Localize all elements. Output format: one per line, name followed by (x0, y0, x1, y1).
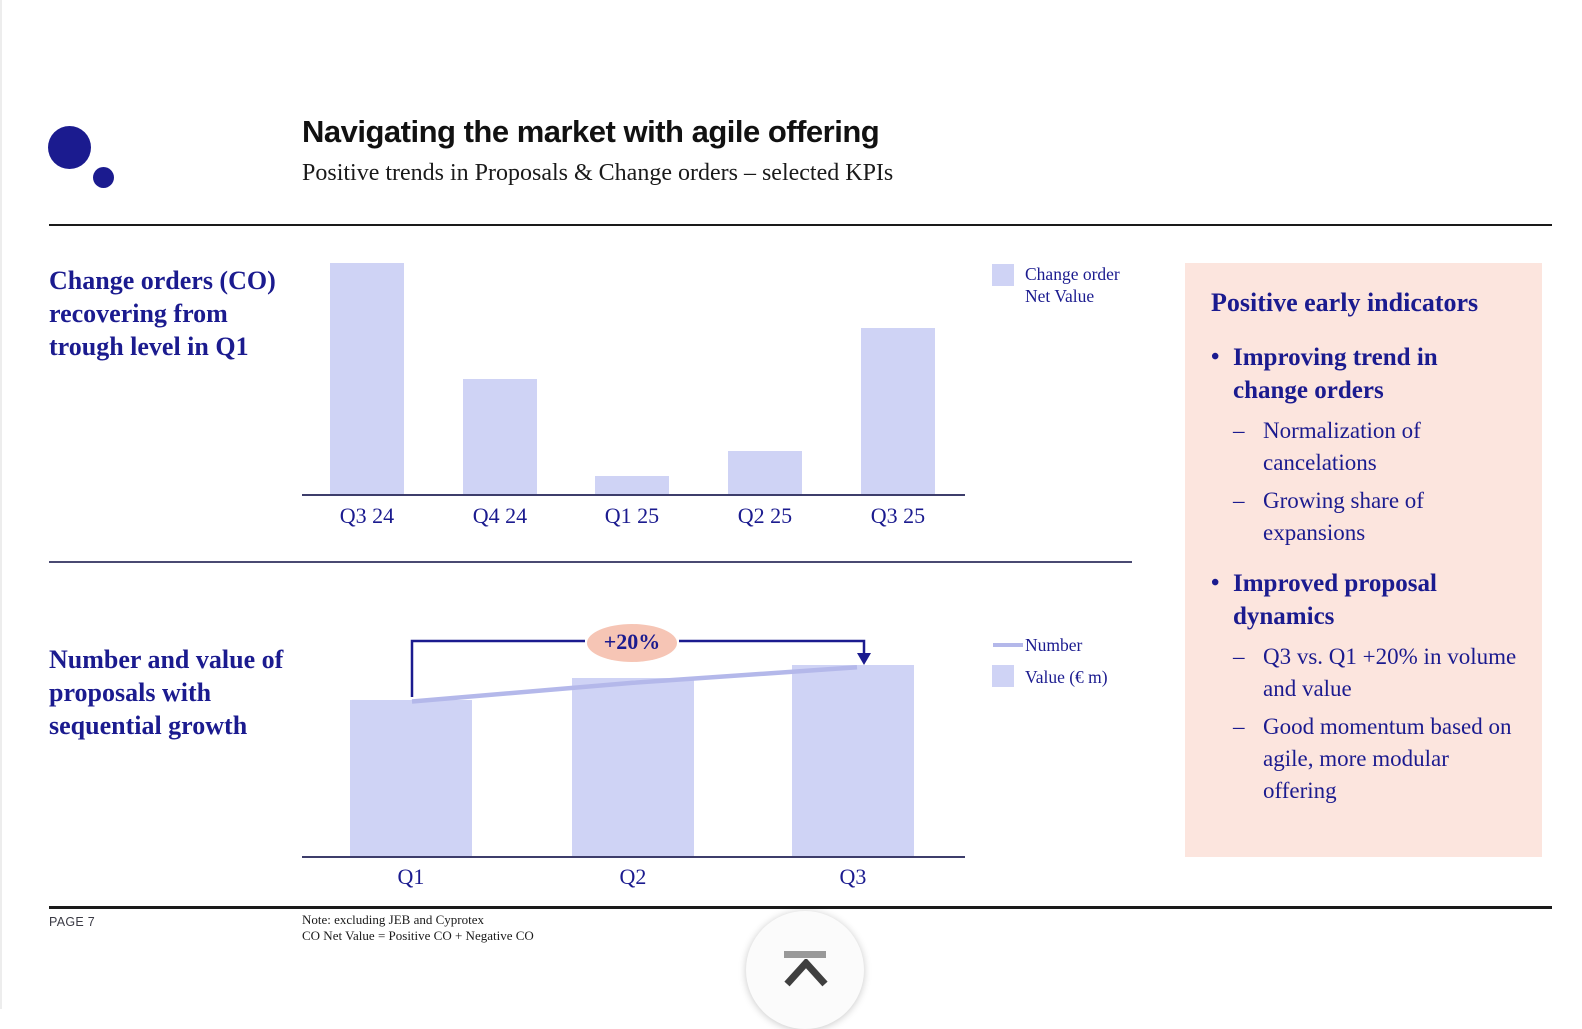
panel-title: Positive early indicators (1211, 286, 1518, 319)
chart2-tick-label: Q1 (356, 864, 466, 890)
positive-indicators-panel: Positive early indicators • Improving tr… (1185, 263, 1542, 857)
bullet-label: Improved proposal dynamics (1233, 567, 1518, 633)
footer-divider (49, 906, 1552, 909)
chart1-tick-label: Q4 24 (445, 503, 555, 529)
bar-q3 (792, 665, 914, 857)
bullet-item: • Improved proposal dynamics (1211, 567, 1518, 633)
dash-marker: – (1233, 641, 1263, 705)
bullet-marker: • (1211, 341, 1233, 407)
sub-bullet-label: Good momentum based on agile, more modul… (1263, 711, 1518, 807)
bar-q1 (350, 700, 472, 857)
bullet-marker: • (1211, 567, 1233, 633)
bullet-label: Improving trend in change orders (1233, 341, 1518, 407)
dash-marker: – (1233, 485, 1263, 549)
bar-q3-25 (861, 328, 935, 495)
logo-small-circle (93, 167, 114, 188)
chevron-up-icon (783, 959, 829, 987)
bullet-item: • Improving trend in change orders (1211, 341, 1518, 407)
chart1-x-axis (302, 494, 965, 496)
chart2-line-legend-label: Number (1025, 634, 1155, 656)
sub-bullet-label: Q3 vs. Q1 +20% in volume and value (1263, 641, 1518, 705)
chart1-tick-label: Q2 25 (710, 503, 820, 529)
chart2-tick-label: Q3 (798, 864, 908, 890)
section1-label: Change orders (CO) recovering from troug… (49, 264, 289, 363)
chart2-tick-label: Q2 (578, 864, 688, 890)
section2-label: Number and value of proposals with seque… (49, 643, 294, 742)
collapse-top-bar-icon (784, 951, 826, 958)
dash-marker: – (1233, 711, 1263, 807)
bar-q4-24 (463, 379, 537, 495)
chart1-tick-label: Q1 25 (577, 503, 687, 529)
footnote-line2: CO Net Value = Positive CO + Negative CO (302, 928, 534, 944)
change-orders-bar-chart (302, 263, 965, 495)
sub-bullet-label: Normalization of cancelations (1263, 415, 1518, 479)
bar-q2 (572, 678, 694, 857)
header-divider (49, 224, 1552, 226)
proposals-bar-chart (302, 664, 965, 857)
page-title: Navigating the market with agile offerin… (302, 114, 879, 150)
sub-bullet-label: Growing share of expansions (1263, 485, 1518, 549)
chart1-legend-label: Change order Net Value (1025, 263, 1143, 307)
logo-large-circle (48, 126, 91, 169)
chart1-legend-swatch (992, 264, 1014, 286)
chart2-x-axis (302, 856, 965, 858)
chart2-bar-legend-label: Value (€ m) (1025, 666, 1165, 688)
footnote: Note: excluding JEB and Cyprotex CO Net … (302, 912, 534, 943)
chart1-tick-label: Q3 25 (843, 503, 953, 529)
sub-bullet-item: – Q3 vs. Q1 +20% in volume and value (1233, 641, 1518, 705)
chart1-tick-label: Q3 24 (312, 503, 422, 529)
chart2-bar-legend-swatch (992, 665, 1014, 687)
growth-bracket-right (679, 641, 864, 655)
panel-bullet-group: • Improved proposal dynamics – Q3 vs. Q1… (1211, 567, 1518, 807)
bar-q2-25 (728, 451, 802, 495)
sub-bullet-item: – Good momentum based on agile, more mod… (1233, 711, 1518, 807)
dash-marker: – (1233, 415, 1263, 479)
page-subtitle: Positive trends in Proposals & Change or… (302, 160, 893, 187)
sub-bullet-item: – Growing share of expansions (1233, 485, 1518, 549)
page-number: PAGE 7 (49, 915, 95, 929)
section-divider (49, 561, 1132, 563)
chart2-line-legend-swatch (993, 643, 1023, 647)
footnote-line1: Note: excluding JEB and Cyprotex (302, 912, 534, 928)
panel-bullet-group: • Improving trend in change orders – Nor… (1211, 341, 1518, 549)
bar-q3-24 (330, 263, 404, 495)
growth-percent-label: +20% (587, 629, 677, 655)
sub-bullet-item: – Normalization of cancelations (1233, 415, 1518, 479)
bar-q1-25 (595, 476, 669, 495)
